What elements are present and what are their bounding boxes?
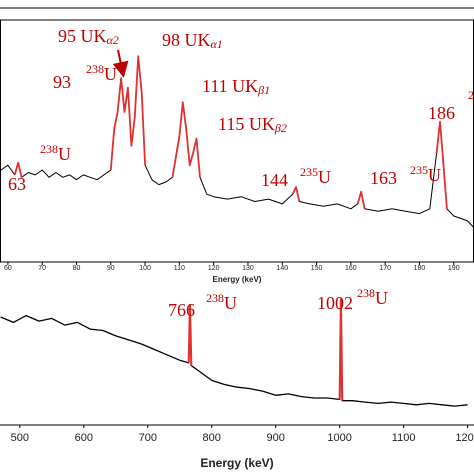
annotation: 98 UKα1 bbox=[162, 30, 223, 51]
annotation-part: 111 UK bbox=[202, 76, 258, 96]
x-tick-label: 1000 bbox=[327, 432, 351, 444]
annotation-part: 115 UK bbox=[218, 114, 275, 134]
x-tick-label: 600 bbox=[75, 432, 93, 444]
annotation: 186 bbox=[428, 103, 455, 123]
annotation-part: 93 bbox=[53, 72, 71, 92]
annotation-part: 235 bbox=[410, 163, 428, 177]
x-tick-label: 1200 bbox=[455, 432, 474, 444]
x-tick-label: 120 bbox=[208, 265, 220, 272]
spectrum-line bbox=[187, 298, 344, 401]
annotation-part: U bbox=[318, 167, 331, 187]
annotation: 111 UKβ1 bbox=[202, 76, 270, 97]
x-tick-label: 90 bbox=[107, 265, 115, 272]
x-axis-title: Energy (keV) bbox=[213, 275, 262, 284]
x-tick-label: 500 bbox=[11, 432, 29, 444]
annotation: 238U bbox=[206, 291, 237, 313]
annotation-arrow bbox=[112, 49, 129, 78]
annotation: 163 bbox=[370, 168, 397, 188]
annotation: 144 bbox=[261, 170, 288, 190]
x-tick-label: 900 bbox=[267, 432, 285, 444]
annotation-part: 63 bbox=[8, 174, 26, 194]
annotation-part: U bbox=[58, 144, 71, 164]
x-tick-label: 190 bbox=[448, 265, 460, 272]
annotation: 95 UKα2 bbox=[58, 26, 119, 47]
annotation-part: β2 bbox=[274, 121, 287, 135]
annotation-part: U bbox=[375, 288, 388, 308]
annotation-part: 238 bbox=[40, 142, 58, 156]
annotation-part: U bbox=[104, 64, 117, 84]
annotation-part: α1 bbox=[211, 37, 223, 51]
annotation-part: 98 UK bbox=[162, 30, 211, 50]
spectrum-line bbox=[13, 55, 448, 209]
x-tick-label: 1100 bbox=[392, 432, 416, 444]
annotation-part: 235 bbox=[468, 88, 474, 102]
x-tick-label: 800 bbox=[203, 432, 221, 444]
annotation: 235U bbox=[410, 163, 441, 185]
annotation-part: 766 bbox=[168, 300, 195, 320]
annotation-part: 238 bbox=[357, 286, 375, 300]
annotation: 238U bbox=[40, 142, 71, 164]
x-tick-label: 70 bbox=[38, 265, 46, 272]
x-tick-label: 140 bbox=[276, 265, 288, 272]
annotation-part: U bbox=[224, 293, 237, 313]
annotation-part: U bbox=[428, 165, 441, 185]
annotation: 238U bbox=[86, 62, 117, 84]
x-tick-label: 180 bbox=[414, 265, 426, 272]
plot-frame bbox=[0, 19, 474, 263]
annotation: 93 bbox=[53, 72, 71, 92]
x-tick-label: 130 bbox=[242, 265, 254, 272]
annotation-part: α2 bbox=[107, 33, 119, 47]
annotation: 766 bbox=[168, 300, 195, 320]
annotation: 238U bbox=[357, 286, 388, 308]
annotation: 1002 bbox=[317, 293, 353, 313]
annotation-part: 238 bbox=[86, 62, 104, 76]
annotation: 63 bbox=[8, 174, 26, 194]
x-tick-label: 170 bbox=[379, 265, 391, 272]
x-axis-title: Energy (keV) bbox=[200, 456, 273, 470]
annotation-part: 186 bbox=[428, 103, 455, 123]
annotation-part: 1002 bbox=[317, 293, 353, 313]
x-tick-label: 100 bbox=[139, 265, 151, 272]
annotation: 235U bbox=[468, 88, 474, 110]
x-tick-label: 150 bbox=[311, 265, 323, 272]
annotation-part: 95 UK bbox=[58, 26, 107, 46]
annotation-part: 238 bbox=[206, 291, 224, 305]
annotation-part: 235 bbox=[300, 165, 318, 179]
annotation: 115 UKβ2 bbox=[218, 114, 287, 135]
spectrum-line bbox=[0, 298, 468, 407]
x-tick-label: 700 bbox=[139, 432, 157, 444]
annotation-part: 144 bbox=[261, 170, 288, 190]
x-tick-label: 160 bbox=[345, 265, 357, 272]
x-tick-label: 60 bbox=[4, 265, 12, 272]
x-tick-label: 110 bbox=[174, 265, 185, 272]
annotation-part: 163 bbox=[370, 168, 397, 188]
annotation: 235U bbox=[300, 165, 331, 187]
annotation-part: β1 bbox=[257, 83, 270, 97]
x-tick-label: 80 bbox=[73, 265, 81, 272]
